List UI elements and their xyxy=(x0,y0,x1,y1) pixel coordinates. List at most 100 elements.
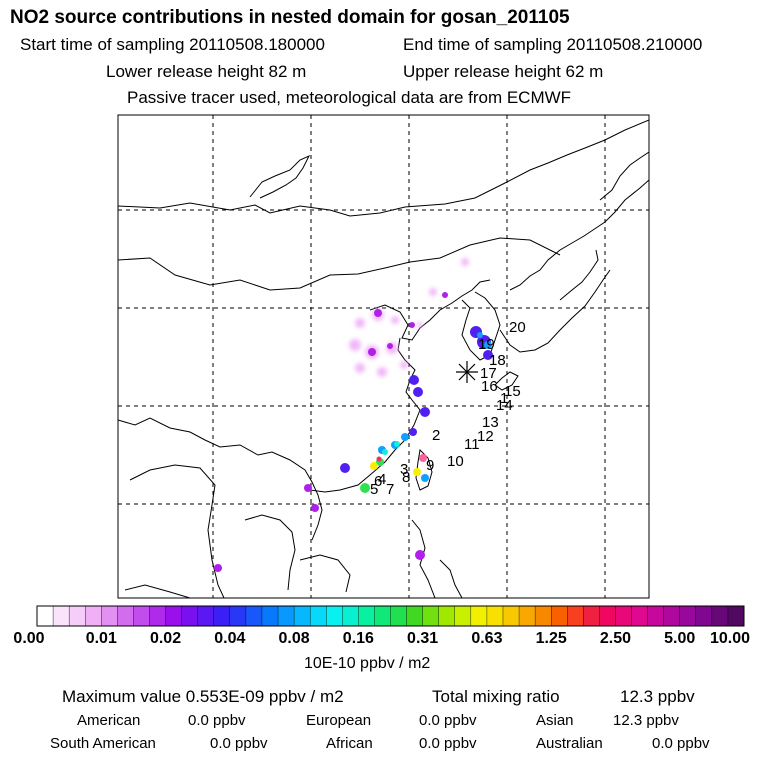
color-scale-tick-label: 0.02 xyxy=(149,630,182,647)
color-scale-cell xyxy=(631,605,649,627)
color-scale-cell xyxy=(117,605,134,627)
color-scale-cell xyxy=(727,605,745,627)
color-scale-tick-label: 2.50 xyxy=(599,630,632,647)
color-scale-cell xyxy=(197,605,215,627)
color-scale-cell xyxy=(599,605,616,627)
color-scale-cells xyxy=(36,605,745,627)
coastlines xyxy=(118,119,649,598)
color-scale-cell xyxy=(181,605,199,627)
color-scale-cell xyxy=(85,605,102,627)
trajectory-label-5: 5 xyxy=(370,481,378,498)
trajectory-label-13: 13 xyxy=(482,414,499,431)
total-mixing-ratio-label: Total mixing ratio xyxy=(432,687,560,706)
trajectory-label-11: 11 xyxy=(464,436,480,453)
color-scale-bar xyxy=(36,605,745,627)
color-scale-cell xyxy=(567,605,584,627)
trajectory-label-8: 8 xyxy=(402,469,410,486)
region-european-label: European xyxy=(306,712,372,729)
color-scale-units: 10E-10 ppbv / m2 xyxy=(304,655,431,672)
color-scale-cell xyxy=(711,605,729,627)
trajectory-label-16: 16 xyxy=(481,378,498,395)
region-american-label: American xyxy=(77,712,141,729)
trajectory-label-20: 20 xyxy=(509,319,526,336)
trajectory-label-3: 3 xyxy=(400,461,408,478)
trajectory-label-4: 4 xyxy=(378,471,386,488)
figure-title: NO2 source contributions in nested domai… xyxy=(10,7,570,28)
sampling-start-time: Start time of sampling 20110508.180000 xyxy=(20,35,325,54)
color-scale-tick-label: 0.01 xyxy=(85,630,117,647)
trajectory-label-7: 7 xyxy=(386,481,394,498)
region-american-value: 0.0 ppbv xyxy=(188,712,246,729)
color-scale-cell xyxy=(647,605,665,627)
color-scale-tick-label: 0.00 xyxy=(13,630,45,647)
color-scale-cell xyxy=(326,605,343,627)
color-scale-cell xyxy=(422,605,440,627)
region-south-american-label: South American xyxy=(50,735,156,752)
color-scale-cell xyxy=(68,605,86,627)
region-european-value: 0.0 ppbv xyxy=(419,712,477,729)
color-scale-cell xyxy=(165,605,183,627)
color-scale-cell xyxy=(261,605,279,627)
color-scale-cell xyxy=(293,605,311,627)
tracer-note: Passive tracer used, meteorological data… xyxy=(127,88,572,107)
color-scale-cell xyxy=(534,605,552,627)
color-scale-tick-label: 5.00 xyxy=(664,630,696,647)
trajectory-label-14: 14 xyxy=(496,397,513,414)
color-scale-cell xyxy=(663,605,681,627)
color-scale-cell xyxy=(229,605,247,627)
color-scale-cell xyxy=(52,605,70,627)
graticule xyxy=(118,115,649,598)
color-scale-cell xyxy=(583,605,600,627)
color-scale-cell xyxy=(277,605,295,627)
trajectory-label-10: 10 xyxy=(447,453,464,470)
color-scale-cell xyxy=(358,605,375,627)
region-south-american-value: 0.0 ppbv xyxy=(210,735,268,752)
lower-release-height: Lower release height 82 m xyxy=(106,62,307,81)
trajectory-label-6: 6 xyxy=(374,473,382,490)
color-scale-cell xyxy=(615,605,633,627)
color-scale-cell xyxy=(454,605,472,627)
trajectory-label-19: 19 xyxy=(478,336,495,353)
trajectory-label-15: 15 xyxy=(504,383,521,400)
color-scale-cell xyxy=(502,605,520,627)
plume-concentration xyxy=(214,258,493,572)
color-scale-cell xyxy=(486,605,504,627)
color-scale-cell xyxy=(695,605,713,627)
trajectory-label-18: 18 xyxy=(489,352,506,369)
color-scale-cell xyxy=(342,605,359,627)
color-scale-tick-label: 10.00 xyxy=(709,630,751,647)
map-area xyxy=(118,115,649,598)
maximum-value: Maximum value 0.553E-09 ppbv / m2 xyxy=(62,687,344,706)
color-scale-cell xyxy=(36,605,54,627)
color-scale-cell xyxy=(550,605,568,627)
region-australian-value: 0.0 ppbv xyxy=(652,735,710,752)
color-scale-cell xyxy=(679,605,697,627)
color-scale-cell xyxy=(470,605,488,627)
color-scale-cell xyxy=(309,605,327,627)
sampling-end-time: End time of sampling 20110508.210000 xyxy=(403,35,703,54)
total-mixing-ratio-value: 12.3 ppbv xyxy=(620,687,695,706)
region-african-label: African xyxy=(326,735,373,752)
color-scale-cell xyxy=(406,605,424,627)
region-asian-label: Asian xyxy=(536,712,574,729)
trajectory-label-2: 2 xyxy=(432,427,440,444)
region-australian-label: Australian xyxy=(536,735,603,752)
color-scale-cell xyxy=(213,605,231,627)
trajectory-label-1: 1 xyxy=(500,390,508,407)
trajectory-label-12: 12 xyxy=(477,428,494,445)
color-scale-tick-label: 0.31 xyxy=(407,630,439,647)
color-scale-cell xyxy=(101,605,118,627)
color-scale-cell xyxy=(438,605,456,627)
color-scale-tick-label: 0.16 xyxy=(342,630,374,647)
receptor-star-icon xyxy=(456,361,478,383)
region-african-value: 0.0 ppbv xyxy=(419,735,477,752)
color-scale-frame xyxy=(36,605,745,627)
color-scale-cell xyxy=(245,605,263,627)
color-scale-tick-label: 0.08 xyxy=(278,630,310,647)
color-scale-cell xyxy=(374,605,392,627)
upper-release-height: Upper release height 62 m xyxy=(403,62,604,81)
color-scale-tick-label: 0.63 xyxy=(471,630,503,647)
color-scale-cell xyxy=(518,605,536,627)
